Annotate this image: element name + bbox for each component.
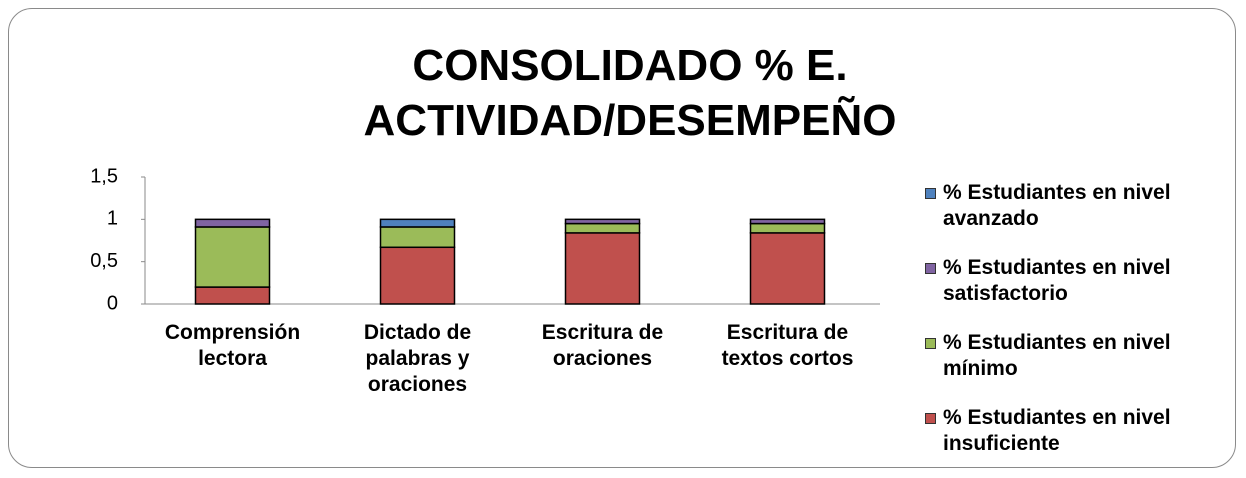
y-tick-label: 1 [107, 208, 118, 230]
bar-segment [564, 218, 641, 225]
legend-label: % Estudiantes en nivel mínimo [943, 331, 1171, 380]
x-tick-label: Dictado de palabras y oraciones [363, 321, 472, 396]
bar-segment [749, 222, 826, 234]
bar-segment [749, 232, 826, 305]
bar-segment [564, 232, 641, 305]
chart-frame [8, 8, 1236, 468]
bar-segment [749, 218, 826, 225]
bar-segment [194, 218, 271, 228]
x-tick-label: Escritura de oraciones [541, 321, 664, 370]
bar-segment [194, 286, 271, 305]
bar-segment [194, 226, 271, 288]
legend-swatch [925, 413, 936, 424]
legend-label: % Estudiantes en nivel avanzado [943, 181, 1171, 230]
bar-segment [379, 246, 456, 305]
chart-title: CONSOLIDADO % E. ACTIVIDAD/DESEMPEÑO [363, 41, 897, 145]
bar-segment [564, 222, 641, 234]
legend-label: % Estudiantes en nivel insuficiente [943, 406, 1171, 455]
legend-label: % Estudiantes en nivel satisfactorio [943, 256, 1171, 305]
x-tick-label: Escritura de textos cortos [721, 321, 854, 370]
bar-segment [379, 226, 456, 249]
y-tick-label: 1,5 [90, 165, 118, 187]
y-tick-label: 0,5 [90, 250, 118, 272]
x-tick-label: Comprensión lectora [164, 321, 301, 370]
legend-swatch [925, 188, 936, 199]
y-tick-label: 0 [107, 292, 118, 314]
bar-segment [379, 218, 456, 228]
legend-swatch [925, 338, 936, 349]
legend-swatch [925, 263, 936, 274]
